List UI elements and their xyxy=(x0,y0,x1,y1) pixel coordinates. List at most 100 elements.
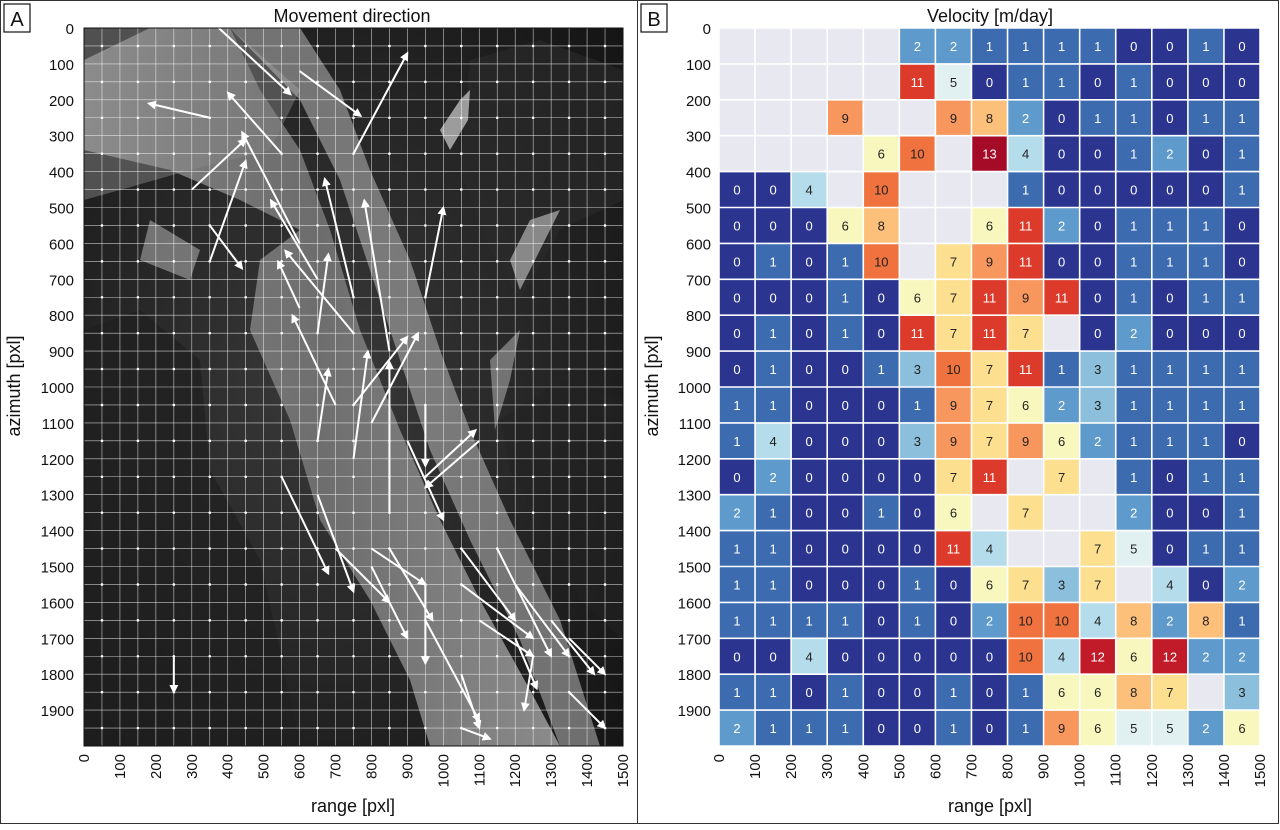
heatmap-cell-value: 1 xyxy=(1238,398,1245,413)
x-tick-label: 1200 xyxy=(507,754,524,787)
heatmap-cell-value: 1 xyxy=(842,290,849,305)
heatmap-cell-value: 1 xyxy=(950,685,957,700)
heatmap-cell xyxy=(1043,674,1080,711)
grid-point xyxy=(352,475,355,479)
heatmap-cell xyxy=(1223,494,1260,531)
heatmap-cell xyxy=(1223,279,1260,316)
heatmap-cell-value: 2 xyxy=(986,613,993,628)
heatmap-cell-value: 0 xyxy=(733,362,740,377)
heatmap-cell-value: 4 xyxy=(986,542,993,557)
grid-point xyxy=(603,439,607,443)
heatmap-cell-value: 2 xyxy=(1166,147,1173,162)
heatmap-cell-value: 1 xyxy=(769,506,776,521)
heatmap-cell xyxy=(935,279,972,316)
grid-point xyxy=(100,511,104,514)
heatmap-cell-value: 1 xyxy=(878,362,885,377)
grid-point xyxy=(495,152,499,155)
heatmap-cell xyxy=(755,710,792,746)
grid-point xyxy=(100,475,104,479)
y-tick-label: 1900 xyxy=(678,703,711,720)
movement-arrow xyxy=(460,673,482,730)
heatmap-cell xyxy=(719,602,756,639)
movement-arrow xyxy=(424,205,447,298)
heatmap-cell-value: 2 xyxy=(1130,326,1137,341)
y-tick-label: 400 xyxy=(49,165,74,182)
heatmap-cell xyxy=(935,351,972,387)
movement-arrow xyxy=(424,440,480,489)
heatmap-cell-value: 0 xyxy=(1238,218,1245,233)
grid-point xyxy=(531,583,535,586)
grid-point xyxy=(244,116,247,120)
grid-point xyxy=(424,331,427,335)
heatmap-cell-value: 2 xyxy=(1058,218,1065,233)
grid-point xyxy=(280,619,283,622)
heatmap-cell-value: 1 xyxy=(769,254,776,269)
heatmap-cell-value: 1 xyxy=(914,398,921,413)
heatmap-cell-value: 2 xyxy=(1202,649,1209,664)
heatmap-cell xyxy=(1187,351,1224,387)
heatmap-cell xyxy=(1223,351,1260,387)
heatmap-cell-value: 1 xyxy=(1238,613,1245,628)
y-tick-label: 1200 xyxy=(678,452,711,469)
heatmap-cell-value: 6 xyxy=(842,218,849,233)
heatmap-cell-value: 1 xyxy=(769,721,776,736)
heatmap-cell-value: 0 xyxy=(878,613,885,628)
movement-arrow xyxy=(361,198,391,352)
heatmap-cell xyxy=(755,279,792,316)
grid-point xyxy=(280,654,283,658)
grid-point xyxy=(208,44,212,48)
heatmap-cell-value: 6 xyxy=(914,290,921,305)
heatmap-cell-value: 0 xyxy=(878,398,885,413)
x-tick-label: 1500 xyxy=(1252,754,1269,787)
heatmap-cell-value: 2 xyxy=(733,506,740,521)
heatmap-cell-value: 0 xyxy=(950,577,957,592)
heatmap-cell xyxy=(935,315,972,352)
heatmap-cell-value: 0 xyxy=(806,434,813,449)
movement-arrow xyxy=(284,249,355,334)
grid-point xyxy=(244,547,247,550)
heatmap-cell xyxy=(863,602,900,639)
grid-point xyxy=(316,475,319,479)
heatmap-cell-value: 1 xyxy=(806,613,813,628)
grid-point xyxy=(388,583,391,586)
grid-point xyxy=(316,511,319,514)
heatmap-cell-value: 1 xyxy=(1202,362,1209,377)
heatmap-cell-value: 1 xyxy=(733,685,740,700)
heatmap-cell xyxy=(1223,28,1260,64)
heatmap-cell xyxy=(863,530,900,567)
heatmap-cell-value: 3 xyxy=(1094,362,1101,377)
heatmap-cell-value: 7 xyxy=(986,362,993,377)
heatmap-cell-value: 1 xyxy=(1202,254,1209,269)
heatmap-cell xyxy=(971,99,1008,136)
y-tick-label: 1000 xyxy=(41,380,74,397)
heatmap-cell-value: 1 xyxy=(769,613,776,628)
grid-point xyxy=(316,654,319,658)
grid-point xyxy=(352,547,355,550)
heatmap-cell-value: 0 xyxy=(806,254,813,269)
heatmap-cell-value: 2 xyxy=(1022,111,1029,126)
heatmap-cell-value: 2 xyxy=(1238,649,1245,664)
heatmap-cell xyxy=(971,638,1008,675)
grid-point xyxy=(136,511,140,514)
x-tick-label: 300 xyxy=(819,754,836,779)
grid-point xyxy=(567,260,571,263)
heatmap-cell-value: 3 xyxy=(1238,685,1245,700)
heatmap-cell xyxy=(1007,315,1044,352)
heatmap-cell-value: 0 xyxy=(733,254,740,269)
heatmap-cell-value: 6 xyxy=(1094,721,1101,736)
grid-point xyxy=(352,44,355,48)
grid-point xyxy=(136,331,140,335)
heatmap-cell xyxy=(1115,494,1152,531)
grid-point xyxy=(244,690,247,694)
heatmap-cell-value: 0 xyxy=(914,685,921,700)
grid-point xyxy=(244,152,247,155)
grid-point xyxy=(352,80,355,84)
grid-point xyxy=(244,260,247,263)
heatmap-cell-value: 1 xyxy=(1166,398,1173,413)
grid-point xyxy=(424,44,427,48)
heatmap-cell-value: 6 xyxy=(1022,398,1029,413)
grid-point xyxy=(603,152,607,155)
grid-point xyxy=(352,690,355,694)
heatmap-cell xyxy=(827,566,864,603)
movement-arrow xyxy=(424,428,477,478)
